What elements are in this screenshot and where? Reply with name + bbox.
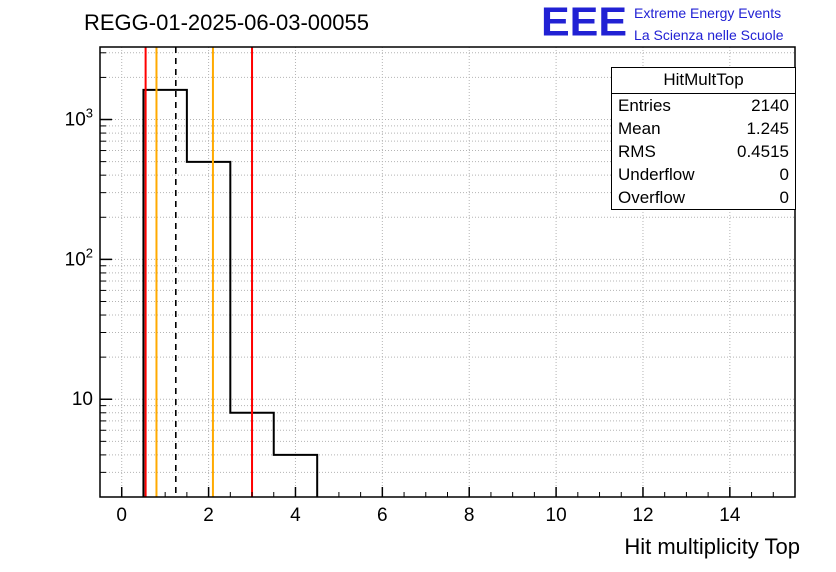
x-tick-label: 12	[632, 505, 653, 526]
y-tick-label: 103	[65, 106, 93, 131]
x-tick-label: 0	[116, 505, 127, 526]
stats-value: 1.245	[746, 119, 789, 138]
x-tick-label: 4	[290, 505, 301, 526]
histogram-path	[142, 88, 319, 497]
x-tick-label: 2	[203, 505, 214, 526]
x-tick-label: 6	[377, 505, 388, 526]
stats-row-entries: Entries 2140	[612, 94, 795, 117]
stats-label: Underflow	[618, 165, 695, 184]
stats-value: 2140	[751, 96, 789, 115]
eee-logo-subtitle-line2: La Scienza nelle Scuole	[634, 27, 784, 43]
stats-row-overflow: Overflow 0	[612, 186, 795, 209]
stats-value: 0	[779, 165, 789, 184]
eee-logo: EEE Extreme Energy Events La Scienza nel…	[541, 2, 783, 44]
stats-value: 0	[779, 188, 789, 207]
eee-logo-subtitle-line1: Extreme Energy Events	[634, 5, 782, 21]
eee-logo-subtitle: Extreme Energy Events La Scienza nelle S…	[634, 2, 783, 44]
stats-label: Overflow	[618, 188, 686, 207]
stats-label: RMS	[618, 142, 656, 161]
plot-title: REGG-01-2025-06-03-00055	[84, 10, 369, 35]
x-tick-label: 10	[546, 505, 567, 526]
stats-value: 0.4515	[737, 142, 789, 161]
stats-title: HitMultTop	[612, 68, 795, 94]
y-tick-label: 102	[65, 245, 93, 270]
stats-label: Mean	[618, 119, 661, 138]
x-tick-label: 14	[719, 505, 741, 526]
stats-row-mean: Mean 1.245	[612, 117, 795, 140]
x-axis-label: Hit multiplicity Top	[624, 534, 800, 559]
stats-row-rms: RMS 0.4515	[612, 140, 795, 163]
y-tick-label: 10	[72, 389, 93, 410]
stats-label: Entries	[618, 96, 671, 115]
stats-row-underflow: Underflow 0	[612, 163, 795, 186]
eee-logo-text: EEE	[541, 0, 628, 45]
x-tick-label: 8	[464, 505, 475, 526]
stats-box: HitMultTop Entries 2140 Mean 1.245 RMS 0…	[611, 67, 796, 210]
